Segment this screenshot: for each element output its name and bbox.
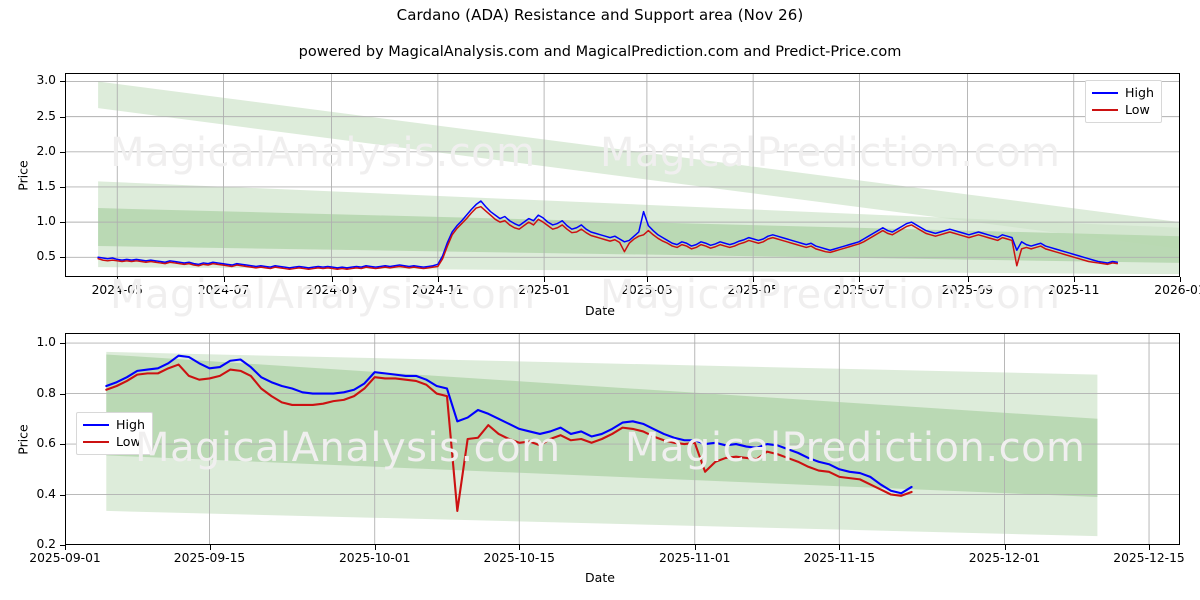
x-tick-mark xyxy=(967,277,969,282)
y-tick-label: 0.6 xyxy=(36,436,56,451)
series-line-low xyxy=(97,205,1119,271)
series-line-high xyxy=(105,354,913,495)
bottom-chart-ylabel: Price xyxy=(15,424,31,455)
x-tick-mark xyxy=(544,277,546,282)
x-tick-mark xyxy=(1180,277,1181,282)
legend-row-low-bottom: Low xyxy=(83,433,145,450)
top-chart-legend: High Low xyxy=(1085,80,1162,123)
x-tick-label: 2025-10-01 xyxy=(338,551,411,565)
legend-swatch-low xyxy=(1092,108,1118,111)
legend-row-low: Low xyxy=(1092,101,1154,118)
y-tick-label: 0.2 xyxy=(36,537,56,551)
bottom-chart-xlabel: Date xyxy=(585,570,615,585)
x-tick-mark xyxy=(117,277,119,282)
x-tick-label: 2025-11 xyxy=(1048,283,1100,297)
legend-label-high: High xyxy=(1125,85,1154,100)
x-tick-label: 2025-09 xyxy=(941,283,994,297)
x-tick-label: 2024-09 xyxy=(305,283,358,297)
x-tick-label: 2025-01 xyxy=(518,283,570,297)
y-tick-mark xyxy=(60,81,65,83)
series-line-high xyxy=(97,200,1119,269)
page-subtitle: powered by MagicalAnalysis.com and Magic… xyxy=(298,44,902,60)
y-tick-label: 0.5 xyxy=(36,249,56,264)
y-tick-mark xyxy=(60,187,65,188)
shaded-band-resistance-band xyxy=(98,81,1180,249)
x-tick-label: 2024-11 xyxy=(412,283,464,297)
top-chart-panel xyxy=(65,73,1180,277)
y-tick-mark xyxy=(60,545,65,546)
legend-label-low: Low xyxy=(1125,102,1150,117)
x-tick-mark xyxy=(694,545,696,550)
x-tick-label: 2025-10-15 xyxy=(483,551,555,565)
y-tick-label: 0.8 xyxy=(36,385,56,400)
y-tick-mark xyxy=(60,257,65,259)
y-tick-mark xyxy=(60,116,65,118)
series-line-low xyxy=(105,363,913,512)
x-tick-mark xyxy=(1073,277,1075,282)
top-chart-plot xyxy=(65,73,1180,277)
x-tick-mark xyxy=(374,545,376,550)
y-tick-mark xyxy=(60,494,65,496)
legend-swatch-high xyxy=(83,423,109,426)
y-tick-label: 0.4 xyxy=(36,486,56,501)
x-tick-label: 2025-11-01 xyxy=(659,551,731,565)
y-tick-label: 1.0 xyxy=(36,214,56,229)
x-tick-label: 2024-07 xyxy=(197,283,250,297)
x-tick-label: 2025-03 xyxy=(621,283,673,297)
bottom-chart-plot xyxy=(65,333,1180,545)
x-tick-mark xyxy=(65,545,66,550)
y-tick-mark xyxy=(60,222,65,224)
bottom-chart-panel xyxy=(65,333,1180,545)
y-tick-mark xyxy=(60,444,65,445)
x-tick-mark xyxy=(209,545,211,550)
x-tick-mark xyxy=(1149,545,1150,550)
y-tick-label: 1.5 xyxy=(36,178,56,193)
x-tick-mark xyxy=(519,545,521,550)
bottom-chart-frame xyxy=(65,333,1180,545)
page-title: Cardano (ADA) Resistance and Support are… xyxy=(396,6,804,24)
legend-label-high: High xyxy=(116,417,145,432)
x-tick-mark xyxy=(1004,545,1006,550)
top-chart-xlabel: Date xyxy=(585,303,615,318)
top-chart-ylabel: Price xyxy=(15,160,31,191)
x-tick-label: 2025-09-01 xyxy=(29,551,101,565)
y-tick-mark xyxy=(60,393,65,395)
x-tick-mark xyxy=(859,277,861,282)
x-tick-mark xyxy=(223,277,225,282)
x-tick-mark xyxy=(646,277,648,282)
x-tick-label: 2025-09-15 xyxy=(173,551,246,565)
legend-label-low: Low xyxy=(116,434,141,449)
gridlines xyxy=(65,333,1180,545)
x-tick-label: 2026-01 xyxy=(1154,283,1200,297)
y-tick-label: 3.0 xyxy=(36,73,56,88)
y-tick-label: 2.5 xyxy=(36,108,56,123)
y-tick-mark xyxy=(60,151,65,153)
legend-swatch-high xyxy=(1092,91,1118,94)
x-tick-label: 2025-12-15 xyxy=(1113,551,1185,565)
legend-row-high: High xyxy=(1092,84,1154,101)
y-tick-label: 2.0 xyxy=(36,143,56,158)
legend-swatch-low xyxy=(83,440,109,443)
x-tick-mark xyxy=(331,277,333,282)
x-tick-label: 2025-11-15 xyxy=(803,551,876,565)
top-chart-frame xyxy=(65,73,1180,277)
y-tick-label: 1.0 xyxy=(36,335,56,350)
bottom-chart-legend: High Low xyxy=(76,412,153,455)
x-tick-label: 2025-05 xyxy=(727,283,779,297)
x-tick-label: 2024-05 xyxy=(91,283,143,297)
y-tick-mark xyxy=(60,343,65,345)
x-tick-mark xyxy=(753,277,755,282)
legend-row-high-bottom: High xyxy=(83,416,145,433)
x-tick-mark xyxy=(437,277,439,282)
x-tick-label: 2025-12-01 xyxy=(968,551,1041,565)
x-tick-label: 2025-07 xyxy=(833,283,886,297)
x-tick-mark xyxy=(839,545,841,550)
